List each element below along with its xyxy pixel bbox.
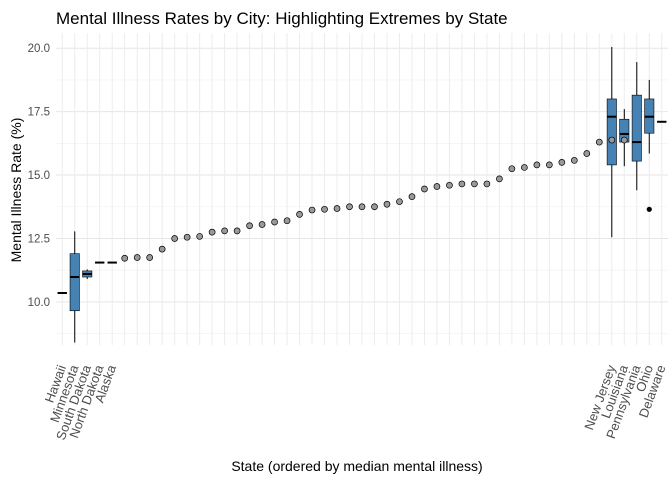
data-point <box>558 159 566 166</box>
data-point <box>458 180 466 188</box>
y-tick-label: 17.5 <box>28 107 50 119</box>
y-axis-title: Mental Illness Rate (%) <box>8 118 24 263</box>
y-tick-label: 10.0 <box>28 297 50 309</box>
data-point <box>496 175 503 183</box>
data-point <box>595 138 603 146</box>
data-point <box>396 198 403 206</box>
data-point <box>333 205 341 212</box>
data-point <box>533 161 541 169</box>
data-point <box>446 181 453 189</box>
data-point <box>183 233 191 241</box>
data-point <box>383 200 391 208</box>
data-point <box>583 150 591 157</box>
data-point <box>346 203 353 211</box>
data-point <box>521 164 528 171</box>
y-tick-label: 15.0 <box>28 170 50 182</box>
outlier-point <box>646 206 652 212</box>
y-axis-ticks: 10.0 12.5 15.0 17.5 20.0 <box>28 43 50 309</box>
box <box>606 98 617 166</box>
data-point <box>196 233 203 240</box>
data-point <box>171 235 179 242</box>
data-point <box>271 218 278 226</box>
data-point <box>246 222 253 230</box>
data-point <box>283 217 291 225</box>
data-point <box>321 205 328 213</box>
grid <box>56 33 668 345</box>
y-tick-label: 12.5 <box>28 233 50 245</box>
data-point <box>208 228 216 236</box>
data-point <box>408 193 416 200</box>
y-tick-label: 20.0 <box>28 43 50 55</box>
data-points <box>121 136 628 262</box>
box <box>69 253 80 312</box>
data-point <box>471 180 478 188</box>
data-point <box>620 136 628 144</box>
data-point <box>133 254 141 261</box>
data-point <box>158 245 166 253</box>
data-point <box>421 185 428 193</box>
box-plots <box>57 46 667 343</box>
box <box>631 94 642 162</box>
data-point <box>258 221 266 228</box>
data-point <box>508 165 516 173</box>
data-point <box>296 211 303 218</box>
data-point <box>308 206 316 214</box>
chart-title: Mental Illness Rates by City: Highlighti… <box>56 9 508 28</box>
x-axis-title: State (ordered by median mental illness) <box>231 458 482 474</box>
data-point <box>545 161 553 169</box>
data-point <box>358 203 366 211</box>
data-point <box>121 254 129 262</box>
data-point <box>146 254 154 261</box>
data-point <box>221 227 228 235</box>
data-point <box>433 183 441 190</box>
data-point <box>570 156 578 164</box>
data-point <box>233 227 241 235</box>
data-point <box>483 180 491 188</box>
data-point <box>608 136 616 144</box>
data-point <box>371 203 378 211</box>
